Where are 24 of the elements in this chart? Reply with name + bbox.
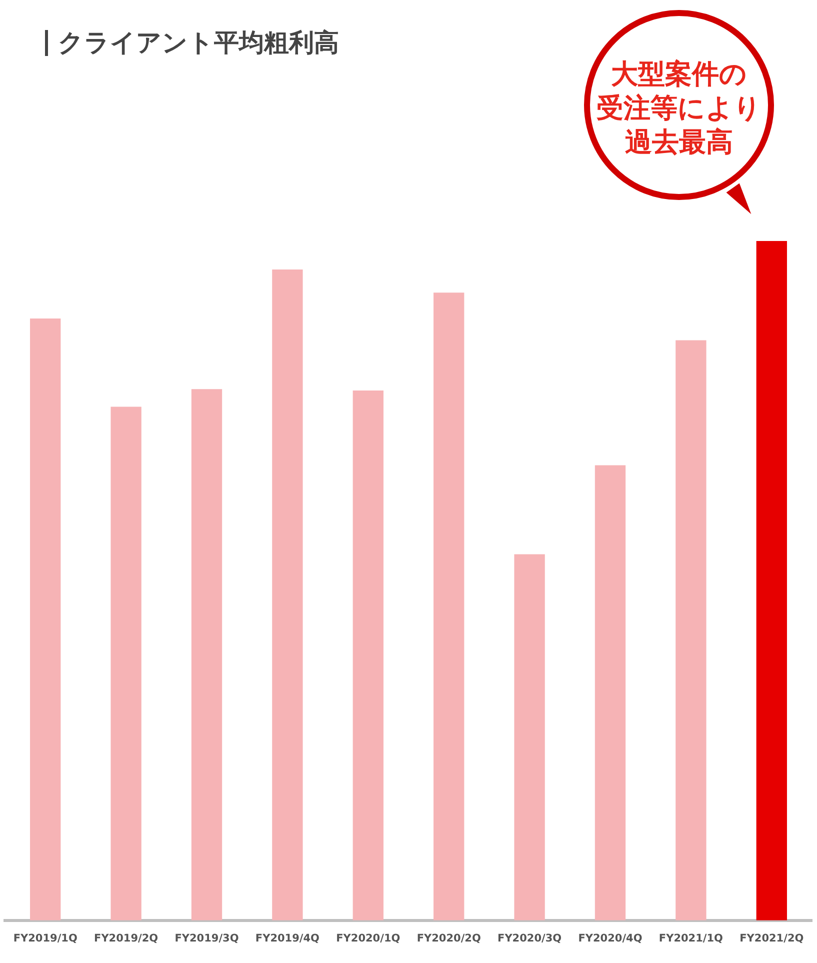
bar (191, 389, 222, 920)
bar (110, 406, 142, 920)
bar (676, 340, 706, 920)
x-tick-label: FY2020/1Q (336, 932, 400, 944)
x-tick-label: FY2020/2Q (416, 932, 481, 944)
x-tick-label: FY2019/2Q (94, 932, 158, 944)
text: 大型案件の (610, 58, 748, 92)
bar (514, 554, 545, 920)
bar (272, 270, 303, 920)
bar (594, 465, 626, 920)
x-tick-label: FY2019/1Q (13, 932, 78, 944)
bar (434, 292, 464, 920)
x-tick-label: FY2020/4Q (578, 932, 642, 944)
x-tick-label: FY2019/3Q (174, 932, 239, 944)
text: 受注等により (596, 92, 762, 126)
x-tick-label: FY2021/2Q (740, 932, 804, 944)
bar (756, 241, 787, 920)
bar (30, 318, 61, 920)
bar (352, 390, 384, 920)
chart-title: クライアント平均粗利高 (58, 27, 339, 59)
x-tick-label: FY2019/4Q (255, 932, 320, 944)
x-tick-label: FY2021/1Q (658, 932, 724, 944)
x-tick-label: FY2020/3Q (498, 932, 562, 944)
text: 過去最高 (624, 126, 734, 160)
